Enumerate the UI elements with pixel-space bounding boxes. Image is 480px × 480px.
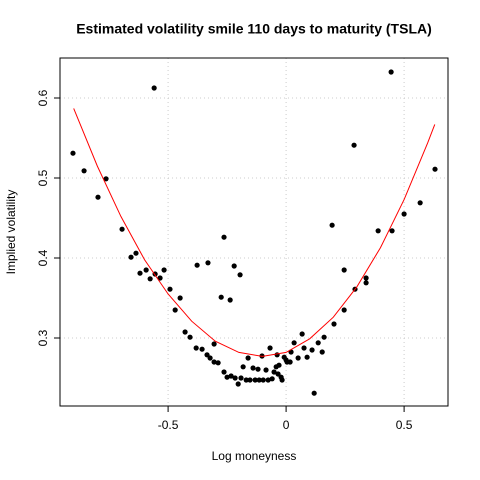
point	[269, 376, 275, 382]
point	[255, 366, 261, 372]
point	[260, 377, 266, 383]
point	[147, 276, 153, 282]
point	[182, 329, 188, 335]
point	[265, 377, 271, 383]
point	[279, 377, 285, 383]
point	[252, 377, 258, 383]
point	[301, 345, 307, 351]
point	[287, 359, 293, 365]
point	[315, 340, 321, 346]
point	[205, 260, 211, 266]
y-tick-label: 0.4	[36, 249, 50, 266]
point	[401, 211, 407, 217]
point	[309, 347, 315, 353]
point	[143, 267, 149, 273]
point	[311, 390, 317, 396]
point	[304, 354, 310, 360]
point	[194, 262, 200, 268]
point	[245, 355, 251, 361]
point	[218, 294, 224, 300]
point	[187, 334, 193, 340]
point	[295, 355, 301, 361]
point	[432, 166, 438, 172]
point	[167, 286, 173, 292]
point	[237, 272, 243, 278]
point	[128, 254, 134, 260]
point	[199, 346, 205, 352]
point	[271, 369, 277, 375]
point	[224, 374, 230, 380]
point	[263, 367, 269, 373]
point	[247, 377, 253, 383]
point	[291, 340, 297, 346]
point	[363, 275, 369, 281]
point	[81, 168, 87, 174]
point	[133, 250, 139, 256]
fit-line	[73, 108, 436, 357]
point	[157, 275, 163, 281]
point	[319, 349, 325, 355]
point	[276, 362, 282, 368]
point	[351, 142, 357, 148]
point	[211, 341, 217, 347]
point	[240, 364, 246, 370]
point	[70, 150, 76, 156]
point	[221, 234, 227, 240]
point	[341, 307, 347, 313]
point	[299, 331, 305, 337]
point	[151, 85, 157, 91]
point	[243, 377, 249, 383]
point	[228, 373, 234, 379]
point	[193, 345, 199, 351]
point	[267, 345, 273, 351]
x-tick-label: -0.5	[158, 418, 179, 432]
point	[329, 222, 335, 228]
point	[95, 194, 101, 200]
point	[321, 334, 327, 340]
point	[161, 267, 167, 273]
point	[235, 381, 241, 387]
plot-frame	[59, 57, 449, 407]
point	[256, 377, 262, 383]
point	[389, 228, 395, 234]
point	[221, 369, 227, 375]
y-tick-label: 0.6	[36, 89, 50, 106]
point	[207, 355, 213, 361]
y-tick-label: 0.3	[36, 329, 50, 346]
x-tick-label: 0	[283, 418, 290, 432]
point	[250, 365, 256, 371]
y-tick-label: 0.5	[36, 169, 50, 186]
point	[119, 226, 125, 232]
point	[215, 360, 221, 366]
point	[417, 200, 423, 206]
point	[363, 280, 369, 286]
point	[238, 375, 244, 381]
point	[137, 270, 143, 276]
point	[331, 321, 337, 327]
point	[341, 267, 347, 273]
point	[375, 228, 381, 234]
y-axis-label: Implied volatility	[4, 190, 18, 275]
point	[227, 297, 233, 303]
point	[231, 263, 237, 269]
point	[232, 375, 238, 381]
x-axis-label: Log moneyness	[212, 449, 297, 463]
point	[103, 176, 109, 182]
point	[172, 307, 178, 313]
point	[388, 69, 394, 75]
chart-title: Estimated volatility smile 110 days to m…	[76, 21, 432, 37]
point	[274, 352, 280, 358]
x-tick-label: 0.5	[396, 418, 413, 432]
point	[177, 295, 183, 301]
point	[211, 359, 217, 365]
